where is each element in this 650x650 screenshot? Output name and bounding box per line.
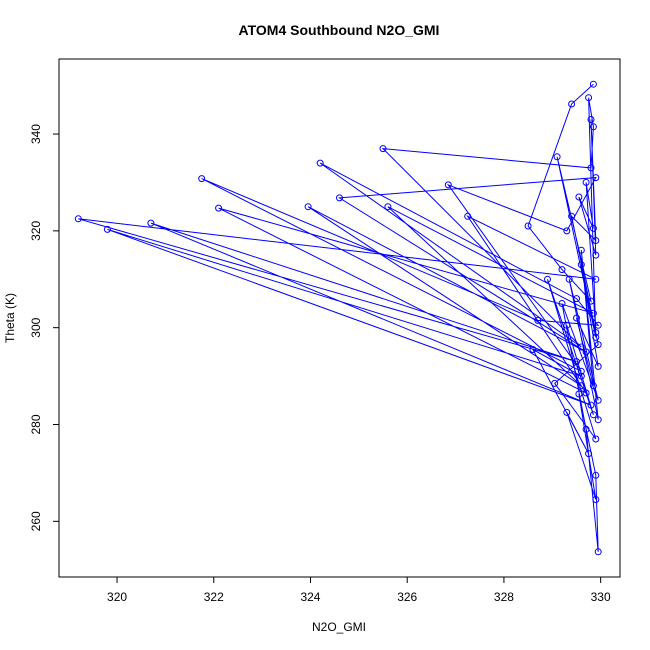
- data-point: [589, 411, 597, 419]
- series-layer: [74, 80, 602, 556]
- y-tick-label: 340: [29, 124, 43, 144]
- data-point: [74, 215, 82, 223]
- data-point: [582, 389, 590, 397]
- data-point: [592, 435, 600, 443]
- data-point: [573, 358, 580, 366]
- data-point: [577, 343, 585, 351]
- data-point: [573, 295, 580, 303]
- data-point: [553, 153, 561, 161]
- data-point: [103, 225, 111, 233]
- x-tick-label: 328: [494, 590, 514, 604]
- y-tick-label: 280: [29, 414, 43, 434]
- x-tick-label: 322: [204, 590, 224, 604]
- data-point: [589, 123, 597, 131]
- x-tick-label: 320: [107, 590, 127, 604]
- data-point: [524, 222, 532, 230]
- data-point: [594, 416, 602, 424]
- data-point: [585, 94, 593, 102]
- data-point: [589, 309, 597, 317]
- data-point: [587, 297, 595, 305]
- data-point: [592, 275, 600, 283]
- x-axis: 320 322 324 326 328 330: [107, 577, 611, 604]
- x-axis-label: N2O_GMI: [312, 620, 366, 634]
- data-point: [577, 367, 585, 375]
- data-point: [336, 194, 343, 202]
- data-point: [582, 178, 590, 186]
- series-line: [78, 83, 600, 552]
- data-point: [384, 203, 392, 211]
- data-point: [563, 408, 571, 416]
- y-axis-label: Theta (K): [3, 293, 17, 343]
- data-point: [565, 275, 573, 283]
- data-point: [444, 181, 452, 189]
- data-point: [464, 212, 472, 220]
- data-point: [594, 548, 602, 556]
- data-point: [592, 471, 600, 479]
- data-point: [568, 100, 576, 108]
- data-point: [589, 224, 597, 232]
- data-point: [304, 203, 312, 211]
- data-point: [529, 346, 537, 353]
- y-tick-label: 300: [29, 317, 43, 337]
- data-point: [551, 379, 559, 387]
- data-point: [568, 212, 576, 220]
- data-point: [582, 425, 590, 433]
- data-point: [558, 300, 566, 307]
- data-point: [592, 251, 600, 259]
- data-point: [587, 164, 595, 172]
- data-point: [592, 174, 600, 182]
- data-point: [379, 145, 387, 153]
- data-point: [592, 237, 600, 244]
- data-point: [592, 333, 600, 341]
- data-point: [592, 496, 600, 503]
- data-point: [594, 362, 602, 370]
- data-point: [589, 80, 597, 88]
- data-point: [147, 219, 155, 227]
- data-point: [575, 390, 583, 398]
- data-point: [563, 227, 571, 235]
- data-point: [558, 266, 566, 274]
- data-point: [198, 175, 206, 183]
- data-point: [577, 372, 585, 380]
- chart-title: ATOM4 Southbound N2O_GMI: [239, 22, 440, 38]
- data-point: [587, 116, 595, 123]
- data-point: [587, 401, 595, 409]
- data-point: [592, 329, 600, 336]
- x-tick-label: 326: [397, 590, 417, 604]
- data-point: [582, 348, 590, 356]
- x-tick-label: 324: [300, 590, 320, 604]
- data-point: [577, 261, 585, 269]
- data-point: [594, 341, 602, 349]
- y-tick-label: 320: [29, 221, 43, 241]
- x-tick-label: 330: [591, 590, 611, 604]
- data-point: [316, 159, 324, 167]
- data-point: [585, 450, 593, 458]
- data-point: [563, 321, 571, 329]
- data-point: [544, 275, 551, 283]
- data-point: [575, 193, 583, 201]
- data-point: [594, 321, 602, 329]
- data-point: [577, 246, 585, 254]
- data-point: [577, 382, 585, 390]
- plot-frame: [58, 58, 621, 578]
- data-point: [215, 204, 223, 212]
- data-point: [594, 396, 602, 404]
- y-tick-label: 260: [29, 511, 43, 531]
- y-axis: 260 280 300 320 340: [29, 124, 59, 531]
- data-point: [534, 316, 542, 324]
- data-point: [573, 314, 580, 322]
- data-point: [589, 382, 597, 390]
